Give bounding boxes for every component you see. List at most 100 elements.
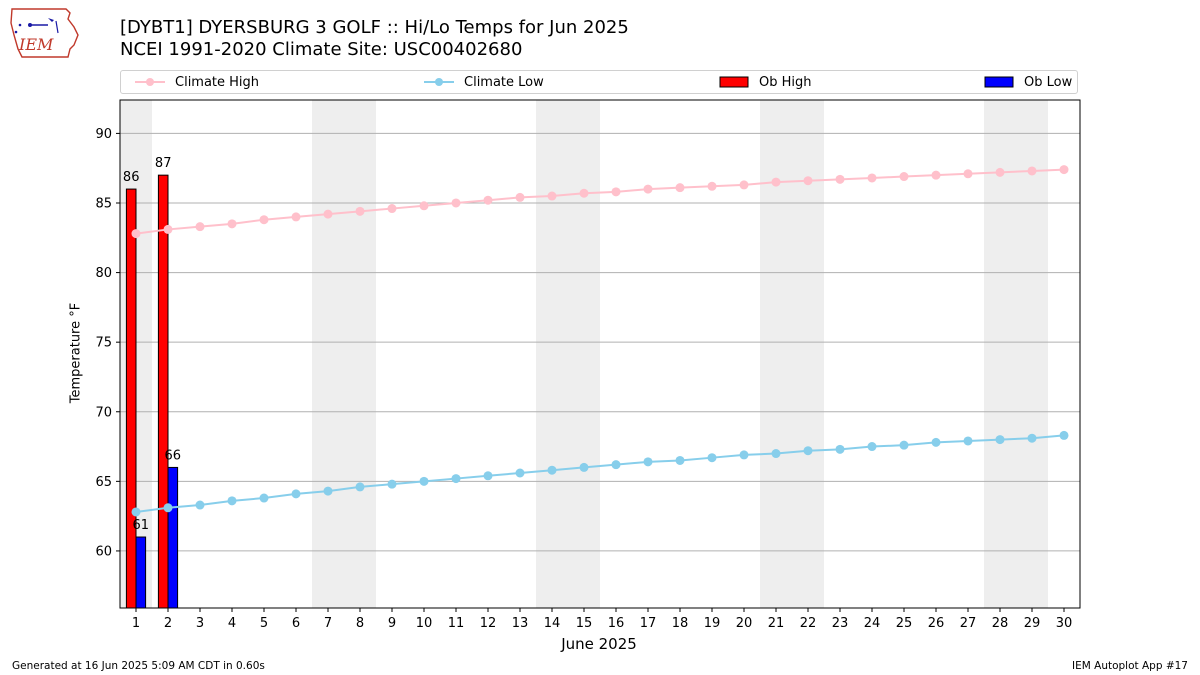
climate-low-point [227, 496, 237, 506]
bar-value-label: 87 [155, 156, 172, 171]
climate-low-point [707, 453, 717, 463]
app-credit: IEM Autoplot App #17 [1072, 660, 1188, 672]
climate-low-point [643, 457, 653, 467]
climate-high-point [899, 172, 909, 182]
climate-low-point [515, 468, 525, 478]
weekend-shading [120, 100, 1048, 608]
climate-low-point [195, 500, 205, 510]
climate-high-point [195, 222, 205, 232]
x-tick-label: 23 [832, 616, 849, 631]
climate-high-point [579, 188, 589, 198]
climate-low-line [135, 434, 1065, 513]
x-tick-label: 10 [416, 616, 433, 631]
weekend-band [536, 100, 600, 608]
bar-value-label: 66 [165, 448, 182, 463]
bar-value-label: 61 [133, 518, 150, 533]
x-tick-label: 8 [356, 616, 364, 631]
climate-high-point [227, 219, 237, 229]
x-tick-label: 5 [260, 616, 268, 631]
y-tick-label: 80 [95, 266, 112, 281]
y-tick-label: 75 [95, 336, 112, 351]
legend-item-ob-high: Ob High [719, 71, 812, 93]
bar-ob-low [135, 536, 147, 609]
legend-label: Ob Low [1024, 74, 1073, 90]
climate-low-point [387, 479, 397, 489]
climate-high-point [611, 187, 621, 197]
x-tick-label: 2 [164, 616, 172, 631]
horizontal-gridlines [120, 132, 1080, 552]
iem-logo: IEM [8, 5, 80, 59]
weekend-band [984, 100, 1048, 608]
climate-low-point [163, 503, 173, 513]
y-axis: 60 65 70 75 80 85 90 [95, 127, 120, 559]
x-tick-label: 18 [672, 616, 689, 631]
x-tick-label: 17 [640, 616, 657, 631]
observed-bars [125, 174, 179, 609]
chart-title: [DYBT1] DYERSBURG 3 GOLF :: Hi/Lo Temps … [120, 17, 629, 38]
x-tick-label: 21 [768, 616, 785, 631]
climate-high-point [163, 224, 173, 234]
climate-low-point [547, 465, 557, 475]
climate-lines [131, 165, 1069, 517]
climate-high-point [675, 183, 685, 193]
x-tick-label: 19 [704, 616, 721, 631]
climate-high-point [707, 181, 717, 191]
x-tick-label: 30 [1056, 616, 1073, 631]
x-tick-label: 24 [864, 616, 881, 631]
generated-timestamp: Generated at 16 Jun 2025 5:09 AM CDT in … [12, 660, 265, 672]
x-tick-label: 3 [196, 616, 204, 631]
climate-low-point [1027, 433, 1037, 443]
climate-high-point [963, 169, 973, 179]
climate-low-point [899, 440, 909, 450]
bar-ob-high [157, 174, 169, 609]
legend-bar-icon [984, 76, 1014, 88]
legend-line-icon [135, 78, 165, 86]
y-tick-label: 60 [95, 544, 112, 559]
y-tick-label: 85 [95, 196, 112, 211]
x-axis: 1 2 3 4 5 6 7 8 9 10 11 12 13 14 15 16 17 18 19 20 21 22 23 24 2… [132, 608, 1072, 631]
y-tick-label: 90 [95, 127, 112, 142]
bar-ob-high [125, 188, 137, 609]
climate-high-point [1059, 165, 1069, 175]
climate-high-point [515, 192, 525, 202]
climate-high-point [483, 195, 493, 205]
legend: Climate High Climate Low Ob High Ob Low [120, 70, 1078, 94]
x-tick-label: 28 [992, 616, 1009, 631]
x-tick-label: 13 [512, 616, 529, 631]
x-tick-label: 11 [448, 616, 465, 631]
climate-high-point [803, 176, 813, 186]
climate-low-point [611, 460, 621, 470]
climate-high-point [867, 173, 877, 183]
bar-value-labels: 86 87 61 66 [123, 156, 181, 533]
climate-low-point [771, 449, 781, 459]
climate-low-point [803, 446, 813, 456]
y-tick-label: 70 [95, 405, 112, 420]
climate-high-point [259, 215, 269, 225]
plot-frame [119, 99, 1081, 609]
legend-item-climate-high: Climate High [135, 71, 259, 93]
climate-high-point [387, 204, 397, 214]
climate-high-point [1027, 166, 1037, 176]
x-tick-label: 12 [480, 616, 497, 631]
climate-high-point [771, 177, 781, 187]
legend-label: Ob High [759, 74, 812, 90]
climate-low-point [419, 476, 429, 486]
climate-high-point [547, 191, 557, 201]
weekend-band [312, 100, 376, 608]
x-tick-label: 16 [608, 616, 625, 631]
climate-high-point [835, 174, 845, 184]
x-tick-label: 6 [292, 616, 300, 631]
x-tick-label: 9 [388, 616, 396, 631]
legend-item-ob-low: Ob Low [984, 71, 1072, 93]
logo-text: IEM [18, 35, 54, 54]
climate-high-point [419, 201, 429, 211]
climate-low-point [451, 474, 461, 484]
climate-low-point [483, 471, 493, 481]
x-tick-label: 1 [132, 616, 140, 631]
climate-low-point [131, 507, 141, 517]
y-axis-label: Temperature °F [68, 302, 84, 404]
bar-value-label: 86 [123, 170, 140, 185]
climate-high-point [355, 206, 365, 216]
climate-high-line [135, 168, 1065, 235]
